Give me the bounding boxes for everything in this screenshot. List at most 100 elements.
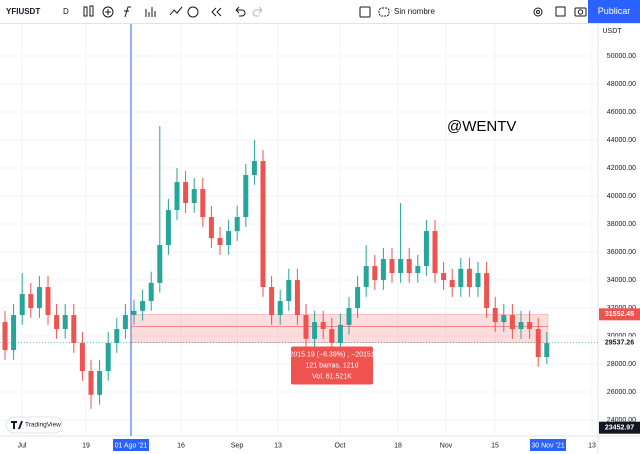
x-tick-label: Jul: [18, 442, 27, 449]
candle-body: [535, 329, 541, 358]
candle-body: [191, 189, 197, 204]
candle-body: [458, 268, 464, 288]
candle-body: [28, 294, 34, 309]
redo[interactable]: [252, 6, 263, 17]
candle-body: [200, 189, 206, 218]
candle-body: [466, 268, 472, 288]
candle-body: [71, 315, 77, 344]
logo-icon: [11, 421, 23, 429]
y-tick-label: 48000.00: [607, 81, 636, 88]
candle-body: [286, 280, 292, 302]
candle-body: [217, 238, 223, 246]
y-tick-label: 42000.00: [607, 165, 636, 172]
publish-button[interactable]: Publicar: [588, 0, 640, 23]
candle-body: [389, 259, 395, 274]
compare[interactable]: [169, 6, 183, 16]
candle-body: [165, 210, 171, 246]
candle-body: [372, 266, 378, 281]
candle-body: [544, 343, 550, 358]
symbol[interactable]: YFIUSDT: [6, 7, 41, 16]
y-tick-label: 34000.00: [607, 277, 636, 284]
candle-body: [432, 231, 438, 274]
x-tick-label: 13: [274, 442, 282, 449]
candle-body: [527, 322, 533, 330]
candle-body: [329, 329, 335, 344]
candle-body: [501, 315, 507, 323]
candle-body: [509, 315, 515, 330]
candle-body: [79, 343, 85, 372]
x-tick-label: 19: [82, 442, 90, 449]
candle-body: [114, 329, 120, 344]
candle-body: [303, 315, 309, 339]
candle-body: [234, 217, 240, 232]
time-badge: [113, 439, 149, 451]
y-tick-label: 46000.00: [607, 109, 636, 116]
replay[interactable]: [211, 7, 222, 17]
candle-icon[interactable]: [83, 6, 88, 17]
price-badge: [599, 308, 640, 321]
candle-body: [415, 266, 421, 274]
settings[interactable]: [533, 7, 543, 17]
y-tick-label: 44000.00: [607, 137, 636, 144]
candle-body: [11, 315, 17, 351]
bars-icon[interactable]: [145, 7, 156, 17]
fx[interactable]: [124, 6, 131, 18]
candle-body: [174, 182, 180, 211]
candle-body: [157, 245, 163, 283]
candle-body: [251, 161, 257, 176]
y-tick-label: 24000.00: [607, 417, 636, 424]
fullscreen[interactable]: [555, 6, 566, 17]
toolbar-icons: [83, 5, 390, 18]
y-tick-label: 26000.00: [607, 389, 636, 396]
candle-body: [346, 308, 352, 325]
candle-body: [380, 259, 386, 281]
x-tick-label: 18: [394, 442, 402, 449]
candle-body: [441, 273, 447, 281]
x-tick-label: 15: [491, 442, 499, 449]
x-tick-label: 01 Ago '21: [115, 442, 148, 449]
screenshot[interactable]: [574, 7, 587, 17]
time-badge: [530, 439, 566, 451]
candle-body: [140, 301, 146, 311]
candle-body: [406, 259, 412, 274]
candle-body: [97, 371, 103, 395]
candle-body: [277, 301, 283, 316]
y-tick-label: 38000.00: [607, 221, 636, 228]
y-tick-label: 40000.00: [607, 193, 636, 200]
candle-body: [45, 287, 51, 316]
candle-body: [423, 231, 429, 267]
interval[interactable]: D: [63, 7, 69, 16]
candle-body: [363, 266, 369, 288]
y-tick-label: 36000.00: [607, 249, 636, 256]
candle-body: [269, 287, 275, 316]
candle-body: [54, 315, 60, 330]
undo[interactable]: [235, 6, 246, 17]
toolbar-right-icons: [533, 6, 587, 17]
candle-body: [62, 315, 68, 330]
indicator-add[interactable]: [102, 6, 114, 18]
layout[interactable]: [359, 6, 371, 18]
candle-body: [183, 182, 189, 204]
x-tick-label: Oct: [335, 442, 346, 449]
toolbar: YFIUSDT D Sin nombre Publicar: [0, 0, 640, 24]
candle-body: [88, 371, 94, 395]
x-tick-label: 13: [588, 442, 596, 449]
alert[interactable]: [187, 6, 199, 18]
y-tick-label: 28000.00: [607, 361, 636, 368]
measure-bars: 121 barras, 121d: [306, 362, 359, 369]
cloud[interactable]: [378, 7, 390, 17]
candle-body: [2, 322, 8, 351]
x-tick-label: 30 Nov '21: [531, 442, 564, 449]
x-tick-label: Nov: [440, 442, 453, 449]
y-tick-label: 30000.00: [607, 333, 636, 340]
candle-body: [320, 322, 326, 330]
candle-body: [122, 315, 128, 330]
candle-body: [208, 217, 214, 239]
candle-body: [475, 273, 481, 288]
candle-body: [36, 287, 42, 309]
price-badge-label: 31552.45: [605, 311, 634, 318]
layout-name[interactable]: Sin nombre: [394, 7, 435, 16]
x-tick-label: 16: [177, 442, 185, 449]
candle-body: [449, 280, 455, 288]
